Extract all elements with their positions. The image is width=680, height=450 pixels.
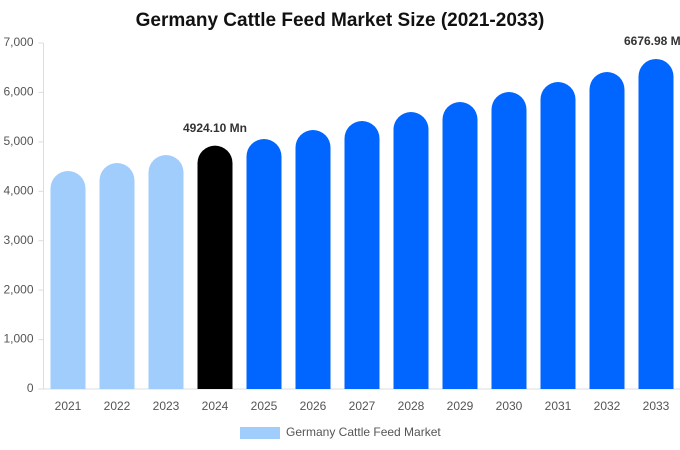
chart-title: Germany Cattle Feed Market Size (2021-20… bbox=[136, 10, 545, 31]
bar bbox=[393, 112, 429, 389]
y-tick-label: 7,000 bbox=[3, 35, 33, 49]
legend-label: Germany Cattle Feed Market bbox=[286, 425, 441, 439]
y-tick-label: 0 bbox=[27, 381, 34, 395]
x-tick-label: 2029 bbox=[447, 399, 474, 413]
x-tick-label: 2024 bbox=[202, 399, 229, 413]
value-label: 6676.98 Mn bbox=[624, 34, 680, 48]
y-tick-label: 4,000 bbox=[3, 183, 33, 197]
x-tick-label: 2027 bbox=[349, 399, 376, 413]
bar bbox=[638, 58, 674, 389]
bar bbox=[442, 102, 478, 390]
y-tick-label: 5,000 bbox=[3, 134, 33, 148]
y-tick-label: 3,000 bbox=[3, 233, 33, 247]
legend-swatch bbox=[240, 427, 280, 439]
x-tick-label: 2033 bbox=[643, 399, 670, 413]
x-tick-label: 2023 bbox=[153, 399, 180, 413]
bar bbox=[589, 72, 625, 389]
x-tick-label: 2026 bbox=[300, 399, 327, 413]
bar bbox=[50, 171, 86, 389]
x-tick-label: 2028 bbox=[398, 399, 425, 413]
bar bbox=[540, 81, 576, 389]
bar bbox=[99, 163, 135, 389]
x-tick-label: 2025 bbox=[251, 399, 278, 413]
x-tick-label: 2030 bbox=[496, 399, 523, 413]
bar bbox=[197, 145, 233, 389]
y-tick-label: 6,000 bbox=[3, 85, 33, 99]
x-tick-label: 2032 bbox=[594, 399, 621, 413]
bar bbox=[295, 129, 331, 389]
x-tick-label: 2031 bbox=[545, 399, 572, 413]
bar bbox=[491, 92, 527, 389]
bar bbox=[148, 155, 184, 389]
y-tick-label: 1,000 bbox=[3, 332, 33, 346]
bar bbox=[344, 120, 380, 389]
x-tick-label: 2022 bbox=[104, 399, 131, 413]
value-label: 4924.10 Mn bbox=[183, 121, 247, 135]
x-tick-label: 2021 bbox=[55, 399, 82, 413]
y-tick-label: 2,000 bbox=[3, 282, 33, 296]
bar bbox=[246, 138, 282, 389]
